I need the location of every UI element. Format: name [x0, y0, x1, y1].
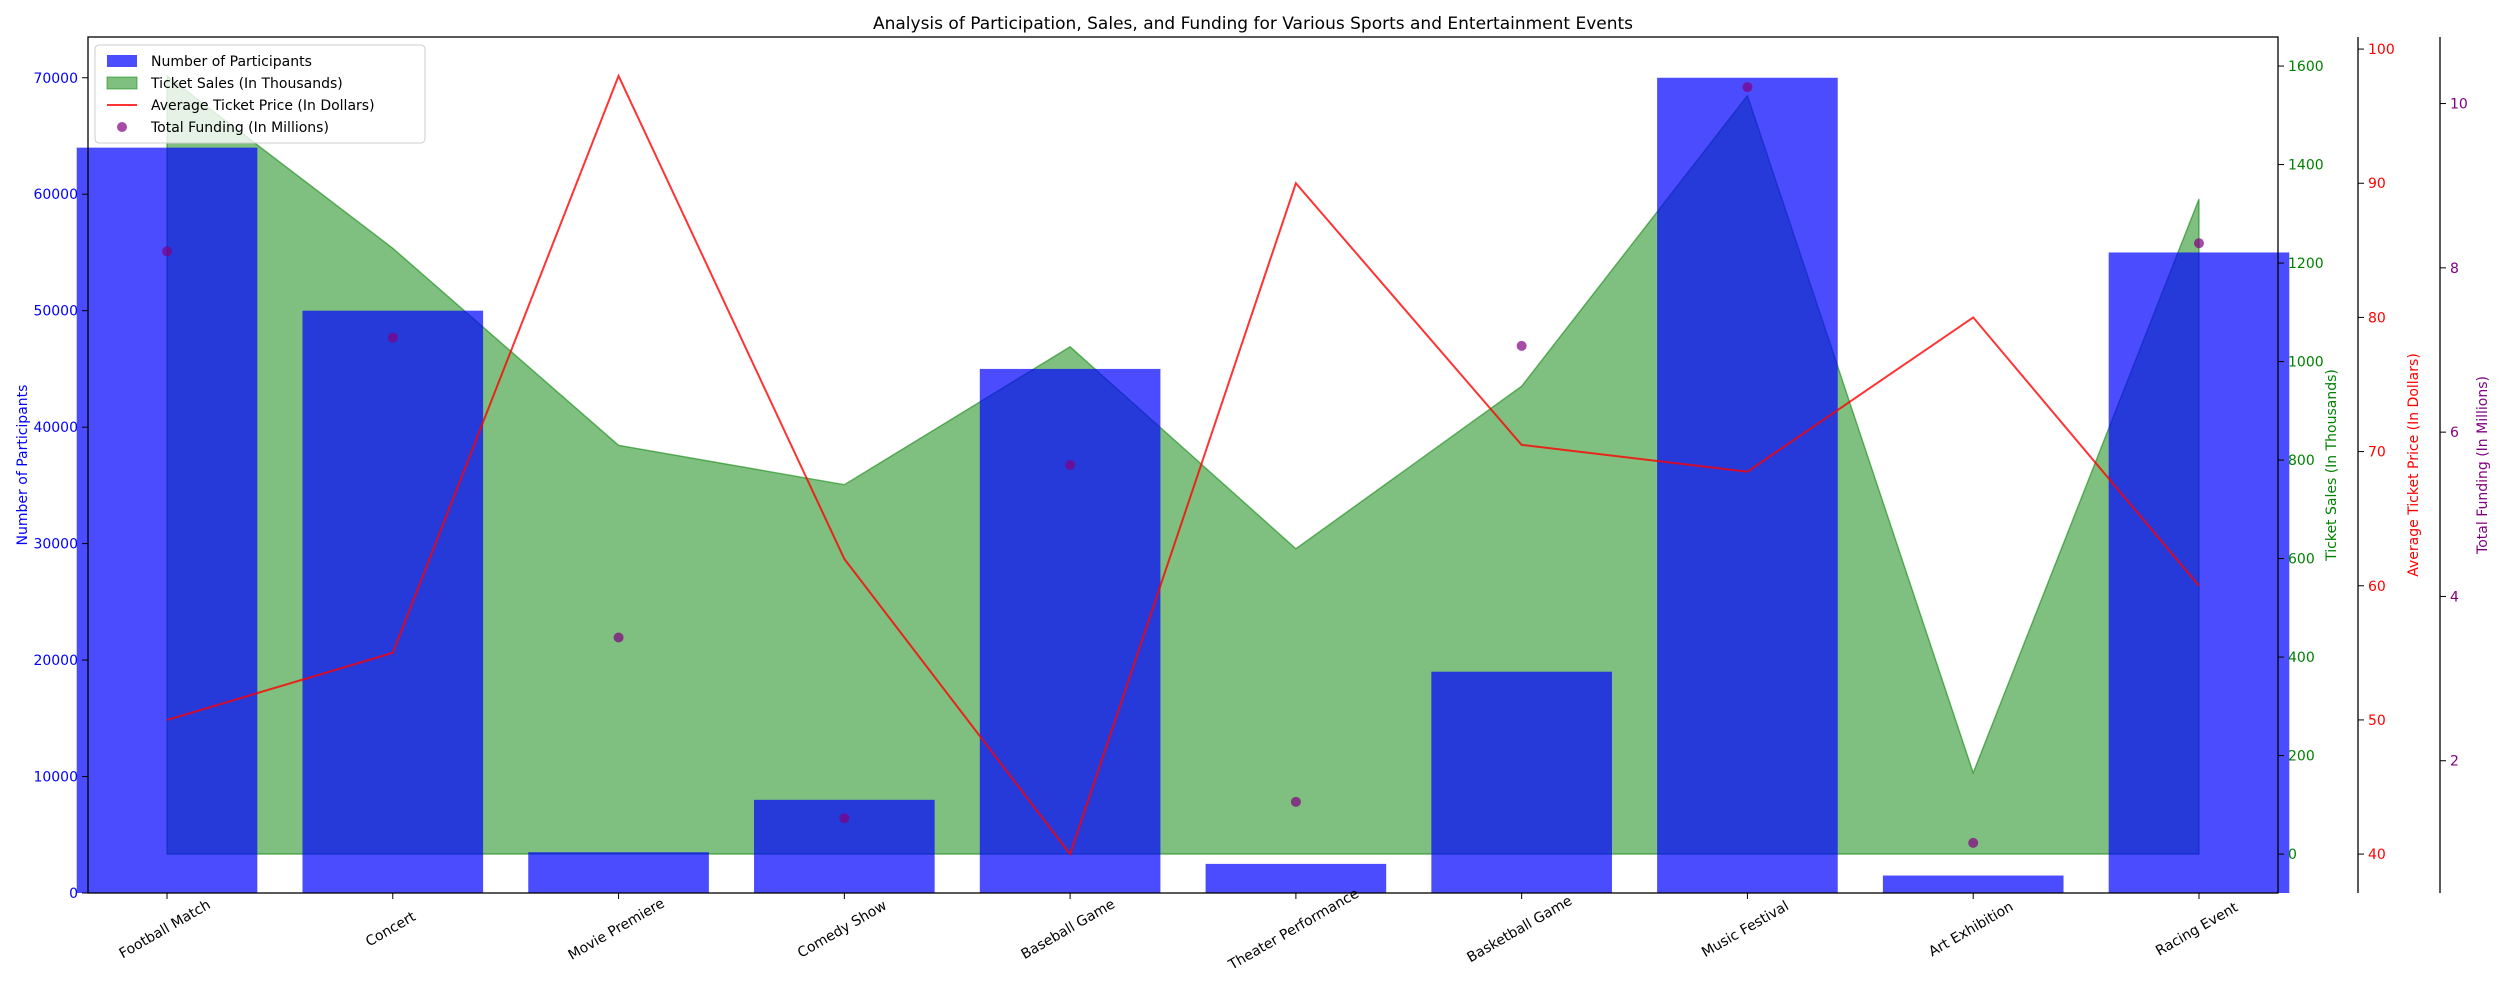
x-tick-label: Concert	[363, 909, 419, 950]
x-tick-label: Music Festival	[1699, 898, 1792, 961]
legend-label: Number of Participants	[151, 54, 312, 70]
funding-point	[839, 813, 850, 824]
legend-swatch	[107, 55, 137, 67]
x-tick-label: Movie Premiere	[566, 896, 668, 964]
y-axis-label-price: Average Ticket Price (In Dollars)	[2406, 353, 2422, 577]
y-tick-label-funding: 8	[2450, 261, 2459, 277]
y-tick-label-sales: 800	[2288, 453, 2315, 469]
y-tick-label-participants: 40000	[33, 420, 78, 436]
y-tick-label-sales: 400	[2288, 650, 2315, 666]
participants-bar	[1882, 875, 2064, 893]
y-tick-label-participants: 30000	[33, 537, 78, 553]
y-tick-label-sales: 1000	[2288, 355, 2324, 371]
funding-point	[1065, 460, 1076, 470]
y-axis-label-participants: Number of Participants	[15, 385, 31, 546]
participants-bar	[302, 310, 484, 893]
y-axis-label-sales: Ticket Sales (In Thousands)	[2324, 369, 2340, 562]
y-tick-label-sales: 0	[2288, 847, 2297, 863]
participants-bar	[1657, 77, 1838, 893]
participants-bar	[76, 147, 258, 893]
funding-point	[1290, 796, 1301, 807]
x-tick-label: Comedy Show	[795, 898, 890, 962]
y-tick-label-funding: 6	[2450, 425, 2459, 441]
y-tick-label-price: 70	[2368, 445, 2386, 461]
y-tick-label-sales: 1400	[2288, 158, 2324, 174]
x-tick-label: Baseball Game	[1018, 896, 1117, 963]
x-tick-label: Art Exhibition	[1926, 899, 2016, 960]
legend-swatch	[117, 122, 127, 132]
legend-swatch	[106, 76, 138, 90]
y-tick-label-price: 60	[2368, 579, 2386, 595]
y-tick-label-funding: 4	[2450, 589, 2459, 605]
y-tick-label-price: 40	[2368, 847, 2386, 863]
participants-bar	[1431, 671, 1612, 893]
x-tick-label: Football Match	[117, 897, 214, 962]
y-tick-label-participants: 70000	[33, 71, 78, 87]
y-tick-label-price: 100	[2368, 42, 2395, 58]
funding-point	[1968, 837, 1979, 848]
y-tick-label-sales: 1200	[2288, 256, 2324, 272]
participants-bar	[1205, 863, 1387, 893]
x-axis: Football Match Concert Movie Premiere Comed…	[117, 886, 2242, 974]
y-axis-label-funding: Total Funding (In Millions)	[2475, 376, 2491, 555]
avg-price-line	[166, 73, 2200, 857]
participants-bar	[528, 852, 709, 893]
y-tick-label-funding: 10	[2450, 97, 2468, 113]
line-layer	[166, 73, 2200, 857]
legend-label: Average Ticket Price (In Dollars)	[151, 98, 375, 114]
y-tick-label-price: 90	[2368, 176, 2386, 192]
y-tick-label-funding: 2	[2450, 754, 2459, 770]
legend-label: Total Funding (In Millions)	[150, 120, 329, 136]
participants-bar	[2108, 252, 2290, 893]
funding-point	[387, 332, 398, 343]
chart-title: Analysis of Participation, Sales, and Fu…	[873, 14, 1633, 34]
funding-point	[162, 246, 173, 257]
funding-point	[613, 632, 624, 643]
funding-point	[1516, 340, 1527, 351]
legend-label: Ticket Sales (In Thousands)	[150, 76, 343, 92]
y-tick-label-sales: 1600	[2288, 59, 2324, 75]
y-tick-label-participants: 0	[69, 886, 78, 902]
funding-point	[1742, 82, 1753, 93]
y-tick-label-participants: 50000	[33, 304, 78, 320]
y-tick-label-price: 50	[2368, 713, 2386, 729]
legend: Number of Participants Ticket Sales (In T…	[94, 44, 426, 144]
participants-bar	[979, 368, 1161, 894]
legend-box	[94, 44, 426, 144]
y-tick-label-participants: 10000	[33, 770, 78, 786]
x-tick-label: Racing Event	[2153, 899, 2241, 959]
x-tick-label: Theater Performance	[1225, 886, 1362, 974]
scatter-layer	[162, 82, 2204, 848]
y-tick-label-participants: 20000	[33, 653, 78, 669]
plot-frame	[87, 36, 2279, 894]
y-tick-label-sales: 200	[2288, 749, 2315, 765]
y-tick-label-price: 80	[2368, 310, 2386, 326]
funding-point	[2193, 238, 2204, 249]
y-tick-label-participants: 60000	[33, 187, 78, 203]
x-tick-label: Basketball Game	[1464, 893, 1575, 966]
y-tick-label-sales: 600	[2288, 552, 2315, 568]
y-axes: 010000200003000040000500006000070000Numb…	[15, 37, 2491, 902]
